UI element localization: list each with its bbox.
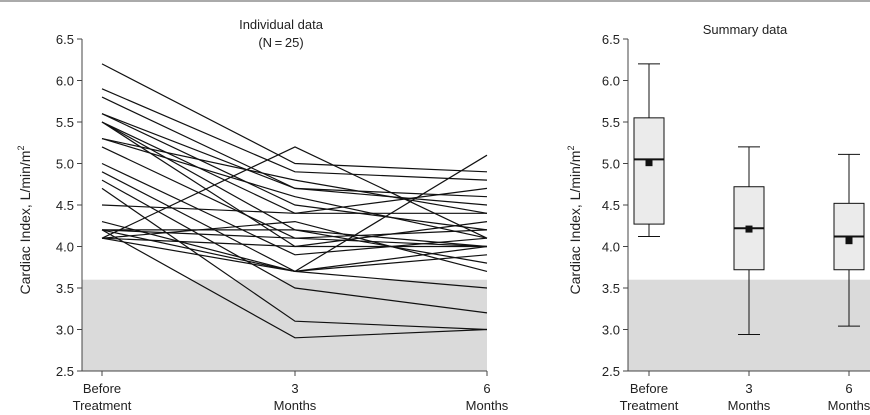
patient-line-10 [101,138,488,239]
y-axis-label-superscript: 2 [16,146,26,151]
patient-line-9 [101,138,488,214]
patient-line-1 [101,63,488,173]
box-plot-1 [633,63,665,238]
y-tick-label: 4.0 [602,240,620,255]
y-tick-label: 4.5 [602,198,620,213]
y-tick-label: 5.0 [56,157,74,172]
y-tick-labels: 2.5 3.0 3.5 4.0 4.5 5.0 5.5 6.0 6.5 [56,32,74,379]
x-tick-label: Months [828,398,870,413]
x-tick-label: Treatment [620,398,679,413]
individual-data-panel: 2.5 3.0 3.5 4.0 4.5 5.0 5.5 6.0 6.5 Before Treatm… [16,17,509,413]
individual-lines [101,63,488,339]
y-axis-label-superscript: 2 [566,146,576,151]
y-tick-label: 4.0 [56,240,74,255]
mean-marker [745,225,753,233]
patient-line-19 [101,229,488,339]
y-tick-label: 2.5 [56,364,74,379]
patient-line-4 [101,113,488,198]
x-tick-label: Treatment [73,398,132,413]
x-tick-label: 6 [483,381,490,396]
mean-marker [845,237,853,245]
y-tick-label: 2.5 [602,364,620,379]
patient-line-18 [102,229,488,264]
y-tick-label: 3.5 [56,281,74,296]
y-axis-label: Cardiac Index, L/min/m2 [566,146,583,295]
x-tick-label: Before [83,381,121,396]
patient-line-25 [101,237,487,248]
y-tick-label: 5.5 [56,115,74,130]
chart-title: Individual data [239,17,324,32]
mean-marker [645,159,653,167]
y-axis-label-text: Cardiac Index, L/min/m [567,151,583,295]
iqr-box [633,117,665,225]
patient-line-24 [101,154,488,273]
patient-line-12 [101,162,488,256]
x-tick-label: 3 [745,381,752,396]
chart-subtitle: (N = 25) [258,35,303,50]
y-tick-label: 5.5 [602,115,620,130]
x-tick-labels: Before Treatment 3 Months 6 Months [620,381,870,413]
x-tick-labels: Before Treatment 3 Months 6 Months [73,381,509,413]
axes [623,38,870,376]
y-axis-label-text: Cardiac Index, L/min/m [17,151,33,295]
axes [77,38,488,376]
y-tick-label: 6.0 [602,74,620,89]
y-tick-label: 4.5 [56,198,74,213]
patient-line-14 [101,179,488,314]
x-tick-label: Before [630,381,668,396]
x-tick-label: Months [728,398,771,413]
box-plot-3 [833,153,865,327]
box-plot-2 [733,146,765,335]
y-tick-label: 3.0 [56,323,74,338]
x-tick-label: 3 [291,381,298,396]
x-tick-label: Months [274,398,317,413]
reference-band [82,279,487,371]
patient-line-23 [101,220,488,272]
chart-title: Summary data [703,22,788,37]
y-axis-label: Cardiac Index, L/min/m2 [16,146,33,295]
y-tick-label: 6.5 [602,32,620,47]
box-plots [633,63,865,335]
patient-line-2 [101,88,488,181]
y-tick-label: 3.0 [602,323,620,338]
x-tick-label: Months [466,398,509,413]
y-tick-label: 5.0 [602,157,620,172]
y-tick-label: 6.0 [56,74,74,89]
x-tick-label: 6 [845,381,852,396]
patient-line-5 [101,113,488,231]
summary-data-panel: 2.5 3.0 3.5 4.0 4.5 5.0 5.5 6.0 6.5 Before Treatm… [566,22,870,413]
y-tick-label: 6.5 [56,32,74,47]
y-tick-labels: 2.5 3.0 3.5 4.0 4.5 5.0 5.5 6.0 6.5 [602,32,620,379]
y-tick-label: 3.5 [602,281,620,296]
patient-line-22 [101,146,488,239]
